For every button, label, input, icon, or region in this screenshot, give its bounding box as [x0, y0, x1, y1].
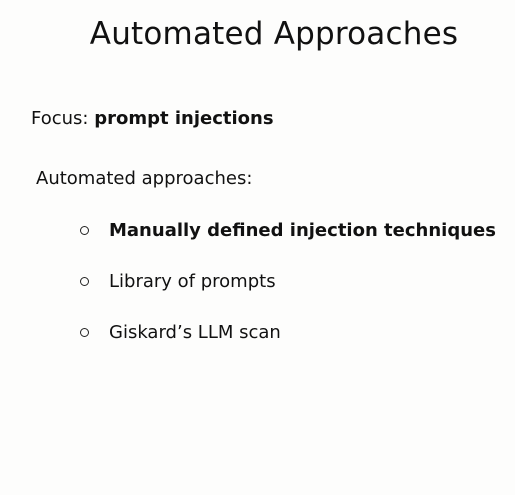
focus-label: Focus:: [31, 108, 89, 129]
subheading: Automated approaches:: [36, 168, 253, 189]
hollow-circle-bullet-icon: [80, 225, 89, 235]
bullet-text: Giskard’s LLM scan: [109, 321, 281, 343]
hollow-circle-bullet-icon: [80, 327, 89, 337]
bullet-text: Manually defined injection techniques: [109, 219, 496, 241]
bullet-text: Library of prompts: [109, 270, 276, 292]
slide-title: Automated Approaches: [89, 16, 459, 52]
hollow-circle-bullet-icon: [80, 276, 89, 286]
focus-value: prompt injections: [94, 108, 274, 129]
bullet-list: Manually defined injection techniques Li…: [80, 218, 496, 371]
bullet-item: Library of prompts: [80, 269, 496, 293]
bullet-item: Giskard’s LLM scan: [80, 320, 496, 344]
bullet-item: Manually defined injection techniques: [80, 218, 496, 242]
focus-line: Focus: prompt injections: [31, 108, 274, 129]
